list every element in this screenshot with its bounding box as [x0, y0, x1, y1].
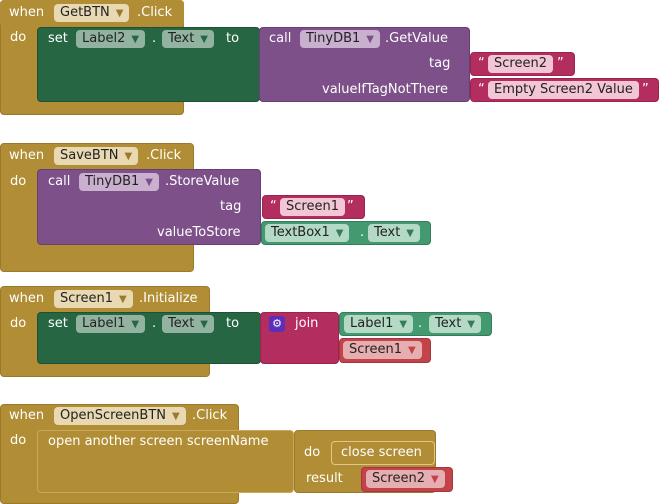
when-label: when: [9, 5, 45, 20]
dropdown-value: TextBox1: [271, 225, 330, 240]
value-if-tag-not-there-label: valueIfTagNotThere: [322, 82, 448, 97]
result-label: result: [306, 471, 343, 486]
to-label: to: [226, 31, 240, 46]
open-another-screen-label: open another screen screenName: [48, 434, 269, 449]
event-label: .Click: [146, 148, 182, 163]
component-dropdown[interactable]: TextBox1 ▼: [265, 224, 350, 242]
dropdown-arrow-icon: ▼: [118, 294, 127, 305]
dropdown-arrow-icon: ▼: [200, 319, 208, 330]
event-label: .Click: [192, 408, 228, 423]
dropdown-arrow-icon: ▼: [406, 228, 414, 239]
dot: .: [360, 225, 365, 240]
gear-icon[interactable]: ⚙: [269, 316, 285, 332]
quote-open: “: [270, 199, 277, 214]
dropdown-arrow-icon: ▼: [131, 319, 140, 330]
set-label: set: [48, 316, 68, 331]
quote-open: “: [478, 82, 485, 97]
dropdown-value: Text: [168, 316, 195, 331]
screen-dropdown[interactable]: Screen1 ▼: [343, 341, 422, 359]
quote-open: “: [478, 56, 485, 71]
set-label: set: [48, 31, 68, 46]
event-label: .Initialize: [139, 291, 198, 306]
property-dropdown[interactable]: Text ▼: [429, 315, 481, 333]
when-label: when: [9, 148, 45, 163]
component-dropdown[interactable]: SaveBTN ▼: [54, 147, 139, 165]
component-dropdown[interactable]: OpenScreenBTN ▼: [54, 407, 186, 425]
dropdown-arrow-icon: ▼: [399, 319, 408, 330]
dropdown-arrow-icon: ▼: [115, 8, 124, 19]
tinydb-dropdown[interactable]: TinyDB1 ▼: [300, 30, 380, 48]
dropdown-arrow-icon: ▼: [366, 34, 374, 45]
dropdown-value: Label1: [350, 316, 394, 331]
close-screen-block[interactable]: [331, 441, 435, 465]
component-dropdown[interactable]: Screen1 ▼: [54, 290, 133, 308]
call-label: call: [269, 31, 292, 46]
dropdown-value: Screen1: [60, 291, 113, 306]
do-label: do: [10, 174, 27, 189]
to-label: to: [226, 316, 240, 331]
dot: .: [418, 316, 423, 331]
do-label: do: [10, 30, 27, 45]
dropdown-arrow-icon: ▼: [467, 319, 475, 330]
dropdown-arrow-icon: ▼: [145, 177, 153, 188]
dropdown-value: Label1: [82, 316, 126, 331]
component-dropdown[interactable]: Label2 ▼: [76, 30, 146, 48]
dropdown-value: GetBTN: [60, 5, 110, 20]
dropdown-value: Screen1: [349, 342, 402, 357]
dropdown-arrow-icon: ▼: [124, 151, 133, 162]
dot: .: [152, 316, 157, 331]
text-value[interactable]: Empty Screen2 Value: [488, 81, 639, 99]
quote-close: ”: [642, 82, 649, 97]
component-dropdown[interactable]: Label1 ▼: [344, 315, 414, 333]
dropdown-arrow-icon: ▼: [335, 228, 344, 239]
quote-close: ”: [347, 199, 354, 214]
dropdown-arrow-icon: ▼: [200, 34, 208, 45]
dropdown-arrow-icon: ▼: [430, 474, 439, 485]
dropdown-value: OpenScreenBTN: [60, 408, 166, 423]
tag-label: tag: [429, 56, 451, 71]
dropdown-value: TinyDB1: [306, 31, 361, 46]
dropdown-value: TinyDB1: [85, 174, 140, 189]
open-another-screen-block[interactable]: [37, 430, 294, 493]
when-label: when: [9, 291, 45, 306]
tinydb-dropdown[interactable]: TinyDB1 ▼: [79, 173, 159, 191]
do-label: do: [10, 316, 27, 331]
do-label: do: [10, 433, 27, 448]
event-label: .Click: [137, 5, 173, 20]
dropdown-arrow-icon: ▼: [407, 345, 416, 356]
close-screen-label: close screen: [341, 445, 422, 460]
dropdown-arrow-icon: ▼: [131, 34, 140, 45]
do-label: do: [304, 445, 321, 460]
component-dropdown[interactable]: Label1 ▼: [76, 315, 146, 333]
method-label: .GetValue: [385, 31, 449, 46]
dot: .: [152, 31, 157, 46]
property-dropdown[interactable]: Text ▼: [162, 315, 214, 333]
set-label-text-block[interactable]: [37, 312, 261, 364]
dropdown-value: Text: [168, 31, 195, 46]
quote-close: ”: [557, 56, 564, 71]
value-to-store-label: valueToStore: [157, 225, 241, 240]
method-label: .StoreValue: [165, 174, 240, 189]
component-dropdown[interactable]: GetBTN ▼: [54, 4, 130, 22]
tag-label: tag: [220, 199, 242, 214]
property-dropdown[interactable]: Text ▼: [162, 30, 214, 48]
screen-dropdown[interactable]: Screen2 ▼: [366, 470, 445, 488]
call-label: call: [48, 174, 71, 189]
join-label: join: [295, 316, 319, 331]
dropdown-value: Text: [374, 225, 401, 240]
dropdown-value: SaveBTN: [60, 148, 119, 163]
dropdown-value: Screen2: [372, 471, 425, 486]
text-value[interactable]: Screen1: [280, 198, 345, 216]
when-label: when: [9, 408, 45, 423]
dropdown-value: Text: [435, 316, 462, 331]
set-label-text-block[interactable]: [37, 27, 260, 102]
text-value[interactable]: Screen2: [488, 55, 553, 73]
dropdown-arrow-icon: ▼: [172, 411, 180, 422]
dropdown-value: Label2: [82, 31, 126, 46]
property-dropdown[interactable]: Text ▼: [368, 224, 420, 242]
